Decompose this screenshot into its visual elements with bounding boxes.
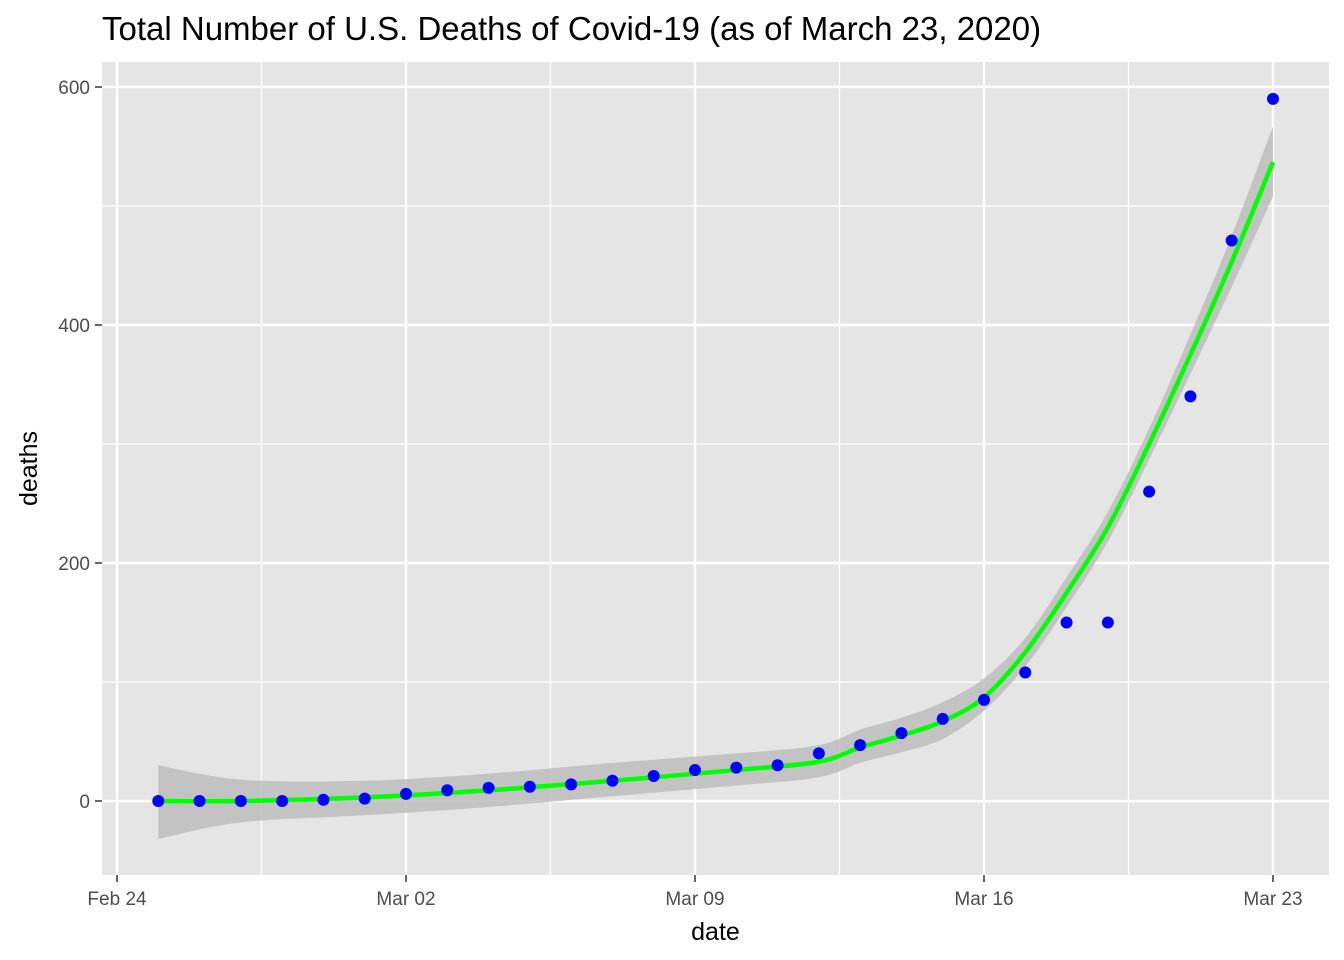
data-point [647, 770, 660, 783]
x-tick-label: Mar 09 [665, 889, 724, 910]
data-point [730, 761, 743, 774]
data-point [523, 780, 536, 793]
data-point [1143, 485, 1156, 498]
plot-panel [102, 62, 1329, 875]
data-point [317, 793, 330, 806]
y-tick-label: 200 [58, 554, 90, 575]
data-point [482, 781, 495, 794]
data-point [565, 778, 578, 791]
data-points [152, 92, 1279, 807]
x-axis-title: date [691, 918, 740, 946]
data-point [854, 739, 867, 752]
data-point [1019, 666, 1032, 679]
data-point [771, 759, 784, 772]
data-point [441, 784, 454, 797]
data-point [358, 792, 371, 805]
data-point [234, 795, 247, 807]
data-point [936, 712, 949, 725]
data-point [193, 795, 206, 807]
y-tick-label: 400 [58, 316, 90, 337]
data-point [812, 747, 825, 760]
data-point [1267, 92, 1279, 105]
data-point [895, 727, 908, 740]
data-point [152, 795, 165, 807]
data-point [1225, 234, 1238, 247]
data-point [1060, 616, 1073, 629]
chart-title: Total Number of U.S. Deaths of Covid-19 … [102, 10, 1042, 47]
y-tick-label: 0 [79, 792, 90, 813]
data-point [276, 795, 289, 807]
data-point [1101, 616, 1114, 629]
x-axis: Feb 24 Mar 02 Mar 09 Mar 16 Mar 23 [87, 875, 1303, 910]
y-axis: 0 200 400 600 [58, 78, 102, 813]
x-tick-label: Mar 23 [1243, 889, 1302, 910]
x-tick-label: Mar 02 [376, 889, 435, 910]
data-point [689, 764, 701, 777]
x-tick-label: Mar 16 [954, 889, 1013, 910]
data-point [400, 787, 412, 800]
data-point [1184, 390, 1197, 403]
data-point [606, 774, 619, 787]
y-axis-title: deaths [15, 431, 43, 506]
data-point [978, 693, 990, 706]
x-tick-label: Feb 24 [87, 889, 147, 910]
y-tick-label: 600 [58, 78, 90, 99]
